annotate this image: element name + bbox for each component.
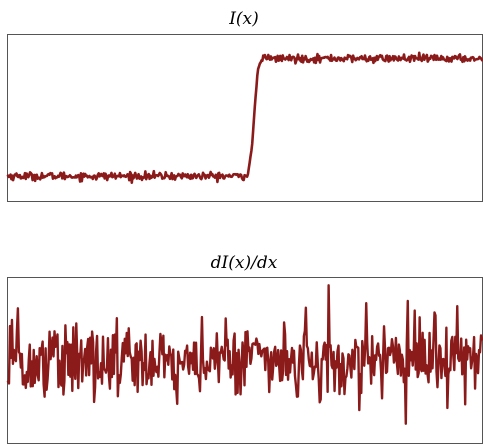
series-line-derivative <box>6 284 483 425</box>
series-line-intensity <box>6 51 483 185</box>
panel-title-intensity: I(x) <box>228 9 259 29</box>
panel-intensity: I(x) <box>6 9 483 202</box>
panel-title-derivative: dI(x)/dx <box>211 253 278 273</box>
panel-derivative: dI(x)/dx <box>6 253 483 444</box>
